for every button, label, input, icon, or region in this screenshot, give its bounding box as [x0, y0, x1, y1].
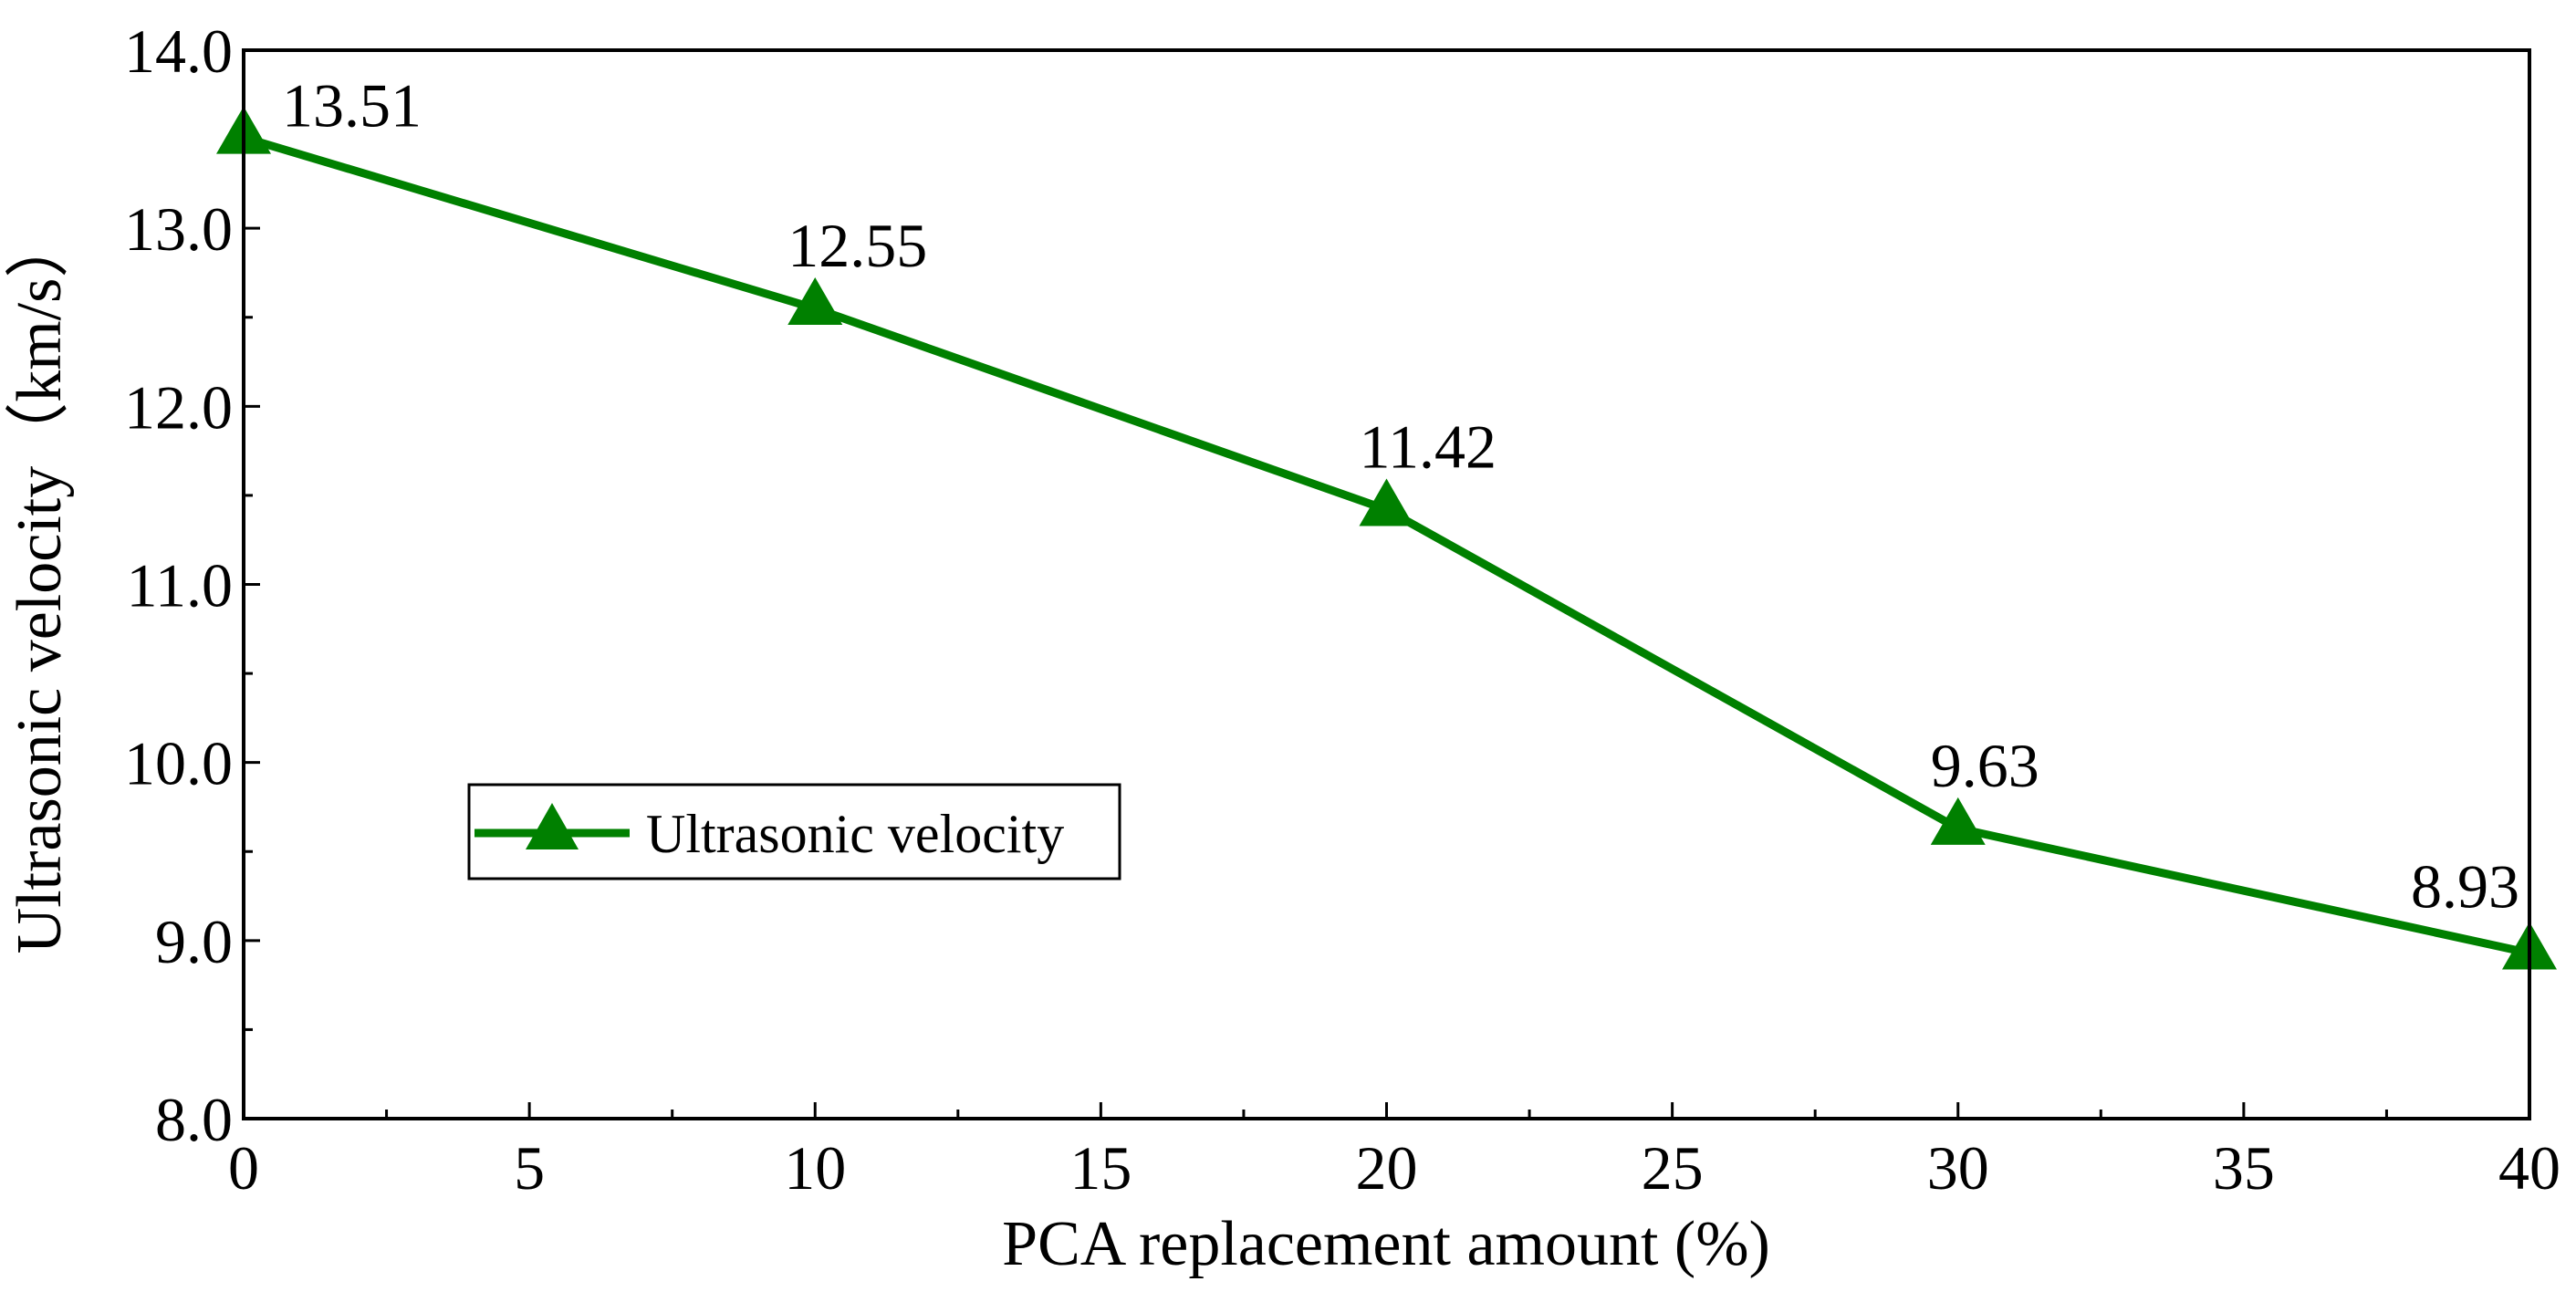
- x-tick-label: 10: [784, 1133, 846, 1203]
- y-tick-label: 8.0: [155, 1085, 233, 1154]
- x-axis-title: PCA replacement amount (%): [1002, 1209, 1770, 1279]
- data-label: 8.93: [2411, 851, 2519, 921]
- x-tick-label: 25: [1642, 1133, 1704, 1203]
- plot-frame: [242, 48, 2531, 1120]
- data-label: 9.63: [1931, 731, 2039, 800]
- legend: Ultrasonic velocity: [467, 783, 1121, 880]
- legend-label: Ultrasonic velocity: [646, 804, 1064, 864]
- data-point-triangle: [1930, 797, 1986, 845]
- legend-triangle-marker: [526, 803, 579, 849]
- data-label: 13.51: [282, 71, 422, 141]
- y-tick-label: 9.0: [155, 907, 233, 976]
- y-tick-label: 12.0: [124, 372, 233, 442]
- data-label: 11.42: [1360, 412, 1497, 482]
- y-tick-label: 13.0: [124, 194, 233, 264]
- y-tick-label: 11.0: [127, 551, 233, 620]
- y-tick-label: 14.0: [124, 16, 233, 86]
- data-point-triangle: [1359, 478, 1414, 526]
- data-point-triangle: [787, 276, 843, 325]
- labels-layer: 0 5 10 15 20 25 30 35 40 8.0 9.0 10.0 11.0 12.0 13.0 14…: [124, 16, 2560, 1203]
- x-tick-label: 5: [514, 1133, 545, 1203]
- x-tick-label: 0: [228, 1133, 259, 1203]
- data-label: 12.55: [787, 211, 927, 280]
- x-tick-label: 15: [1069, 1133, 1132, 1203]
- y-axis-title: Ultrasonic velocity（km/s）: [5, 214, 75, 954]
- y-tick-label: 10.0: [124, 729, 233, 798]
- x-tick-label: 40: [2498, 1133, 2560, 1203]
- series-layer: [216, 106, 2557, 970]
- x-tick-label: 20: [1356, 1133, 1418, 1203]
- x-tick-label: 35: [2213, 1133, 2275, 1203]
- x-tick-label: 30: [1927, 1133, 1989, 1203]
